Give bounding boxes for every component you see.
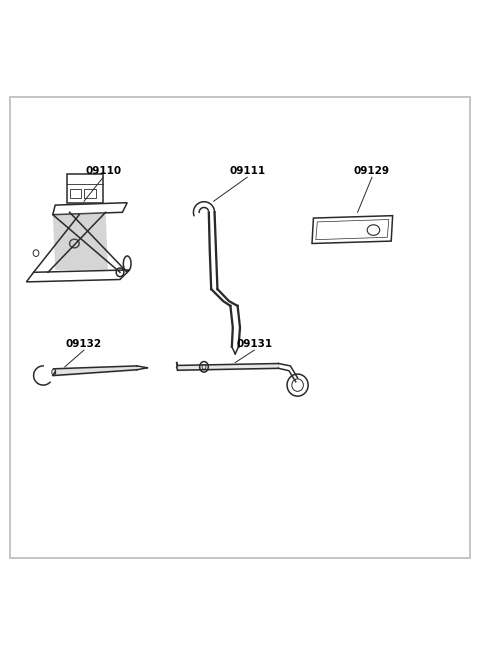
Bar: [70, 189, 81, 198]
Polygon shape: [53, 212, 108, 270]
Bar: [67, 174, 103, 202]
Text: 09111: 09111: [229, 166, 265, 176]
Text: 09110: 09110: [85, 166, 121, 176]
Text: 09131: 09131: [236, 339, 273, 349]
Bar: [84, 189, 96, 198]
Text: 09132: 09132: [66, 339, 102, 349]
Text: 09129: 09129: [354, 166, 390, 176]
